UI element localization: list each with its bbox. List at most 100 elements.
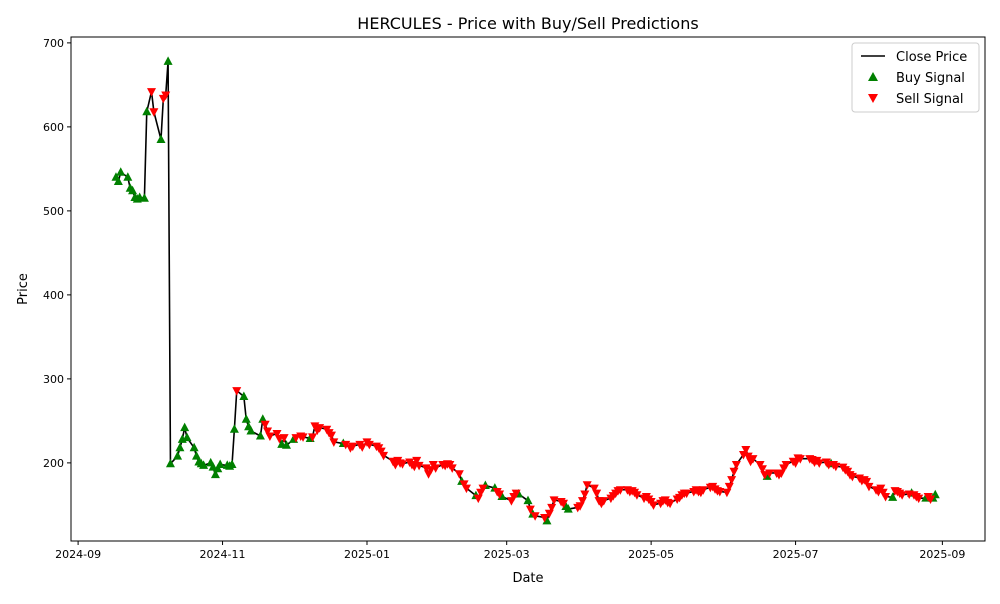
sell-signal-point	[147, 88, 157, 97]
sell-signal-point	[599, 497, 609, 506]
axes-frame	[70, 36, 986, 542]
sell-signal-point	[414, 461, 424, 471]
buy-signal-point	[123, 172, 133, 181]
sell-signal-point	[348, 442, 358, 452]
sell-signal-point	[149, 108, 159, 117]
sell-signal-point	[781, 461, 791, 470]
sell-signal-point	[540, 513, 550, 523]
buy-signal-point	[180, 422, 190, 432]
y-tick-label: 600	[43, 121, 64, 134]
buy-signal-point	[255, 431, 265, 440]
y-tick-label: 400	[43, 289, 64, 302]
sell-signal-point	[864, 482, 874, 492]
x-tick-label: 2025-09	[919, 548, 965, 561]
y-axis-label: Price	[16, 273, 31, 305]
buy-signal-point	[189, 442, 199, 452]
sell-signal-point	[461, 484, 471, 494]
buy-signal-point	[523, 495, 533, 505]
y-tick-label: 300	[43, 373, 64, 386]
sell-signal-point	[897, 491, 907, 500]
buy-signal-point	[241, 414, 251, 423]
sell-signal-point	[632, 491, 642, 500]
sell-signal-point	[412, 456, 422, 466]
legend-buy-signal-label: Buy Signal	[896, 71, 965, 86]
sell-signal-point	[727, 476, 737, 485]
sell-signal-point	[914, 494, 924, 504]
sell-signal-point	[298, 433, 308, 442]
buy-signal-point	[246, 425, 256, 435]
x-tick-label: 2025-01	[344, 548, 390, 561]
sell-signal-point	[748, 455, 758, 464]
buy-signal-point	[182, 432, 192, 442]
sell-signal-point	[291, 434, 301, 443]
sell-signal-point	[729, 467, 739, 477]
sell-signal-point	[589, 484, 599, 494]
y-tick-label: 200	[43, 457, 64, 470]
sell-signal-point	[715, 487, 725, 497]
sell-signal-point	[743, 452, 753, 462]
sell-signal-point	[862, 477, 872, 487]
sell-signal-point	[495, 490, 505, 499]
buy-signal-point	[229, 424, 239, 433]
buy-signal-point	[163, 56, 173, 65]
sell-signal-point	[232, 387, 242, 396]
buy-signal-point	[165, 458, 175, 468]
sell-signal-point	[760, 471, 770, 480]
buy-signal-point	[208, 462, 218, 471]
sell-signal-markers	[147, 88, 936, 523]
sell-signal-point	[329, 438, 339, 447]
sell-signal-point	[765, 469, 775, 478]
buy-signal-point	[227, 459, 237, 469]
y-tick-label: 700	[43, 37, 64, 50]
sell-signal-point	[580, 490, 590, 499]
legend-box	[851, 42, 980, 113]
sell-signal-point	[478, 484, 488, 494]
sell-signal-point	[357, 443, 367, 452]
sell-signal-point	[263, 427, 273, 436]
sell-signal-point	[431, 464, 441, 473]
sell-signal-point	[549, 496, 559, 505]
buy-signal-point	[139, 193, 149, 202]
buy-signal-point	[113, 176, 123, 185]
sell-signal-point	[682, 489, 692, 499]
buy-signal-point	[258, 414, 268, 423]
x-tick-label: 2025-05	[628, 548, 674, 561]
buy-signal-point	[281, 440, 291, 449]
x-tick-label: 2025-03	[484, 548, 530, 561]
sell-signal-point	[341, 440, 351, 450]
buy-signal-point	[239, 391, 249, 401]
x-tick-label: 2024-11	[200, 548, 246, 561]
sell-signal-point	[530, 512, 540, 521]
x-axis-label: Date	[512, 571, 543, 586]
buy-signal-point	[173, 451, 183, 460]
sell-signal-point	[454, 470, 464, 479]
sell-signal-point	[326, 431, 336, 441]
buy-signal-point	[156, 134, 166, 143]
x-tick-label: 2024-09	[55, 548, 101, 561]
sell-signal-point	[272, 429, 282, 439]
legend: Close Price Buy Signal Sell Signal	[851, 42, 980, 113]
sell-signal-point	[279, 434, 289, 443]
plot-area	[111, 56, 940, 525]
buy-signal-point	[888, 492, 898, 501]
sell-signal-point	[308, 433, 318, 442]
sell-signal-point	[260, 420, 270, 430]
buy-signal-point	[563, 504, 573, 513]
buy-signal-point	[142, 106, 152, 116]
sell-signal-point	[831, 462, 841, 472]
sell-signal-point	[364, 440, 374, 450]
sell-signal-point	[582, 481, 592, 490]
sell-signal-point	[731, 461, 741, 470]
buy-signal-point	[215, 459, 225, 469]
sell-signal-point	[665, 499, 675, 509]
buy-signal-point	[210, 469, 220, 479]
buy-signal-point	[116, 167, 126, 176]
sell-signal-point	[795, 455, 805, 464]
legend-sell-signal-marker	[868, 94, 878, 103]
buy-signal-point	[128, 185, 138, 195]
axis-ticks: 2024-09 2024-11 2025-01 2025-03 2025-05 2025-…	[43, 37, 965, 561]
sell-signal-point	[881, 492, 891, 502]
sell-signal-point	[741, 445, 751, 455]
buy-signal-point	[199, 460, 209, 469]
